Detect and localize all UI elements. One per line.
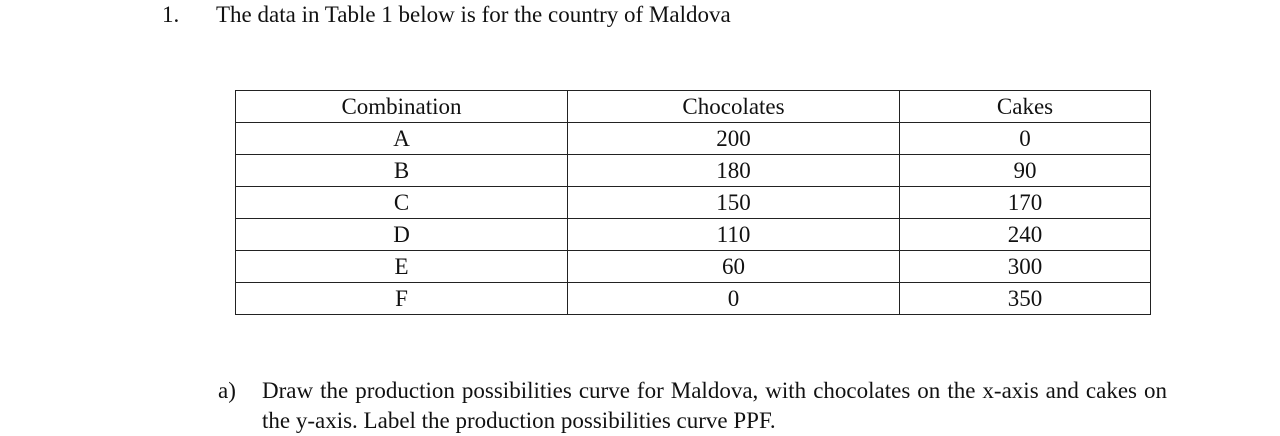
table-row: B 180 90 (235, 154, 1151, 187)
cell-chocolates: 60 (567, 250, 900, 283)
table-row: D 110 240 (235, 218, 1151, 251)
cell-chocolates: 0 (567, 282, 900, 315)
cell-chocolates: 180 (567, 154, 900, 187)
cell-combination: D (235, 218, 568, 251)
table-row: E 60 300 (235, 250, 1151, 283)
header-cakes: Cakes (899, 90, 1151, 123)
table-row: A 200 0 (235, 122, 1151, 155)
cell-cakes: 90 (899, 154, 1151, 187)
question-text: The data in Table 1 below is for the cou… (216, 2, 731, 27)
cell-cakes: 240 (899, 218, 1151, 251)
cell-combination: E (235, 250, 568, 283)
table-row: C 150 170 (235, 186, 1151, 219)
table-row: F 0 350 (235, 282, 1151, 315)
cell-chocolates: 150 (567, 186, 900, 219)
subquestion-label: a) (218, 378, 236, 403)
cell-cakes: 300 (899, 250, 1151, 283)
header-chocolates: Chocolates (567, 90, 900, 123)
header-combination: Combination (235, 90, 568, 123)
cell-combination: F (235, 282, 568, 315)
cell-cakes: 170 (899, 186, 1151, 219)
cell-combination: C (235, 186, 568, 219)
cell-cakes: 350 (899, 282, 1151, 315)
cell-chocolates: 200 (567, 122, 900, 155)
cell-cakes: 0 (899, 122, 1151, 155)
table-header-row: Combination Chocolates Cakes (235, 90, 1151, 123)
cell-combination: A (235, 122, 568, 155)
data-table: Combination Chocolates Cakes A 200 0 B 1… (235, 90, 1151, 315)
question-number: 1. (162, 2, 180, 27)
cell-combination: B (235, 154, 568, 187)
cell-chocolates: 110 (567, 218, 900, 251)
subquestion-text: Draw the production possibilities curve … (262, 378, 1167, 433)
